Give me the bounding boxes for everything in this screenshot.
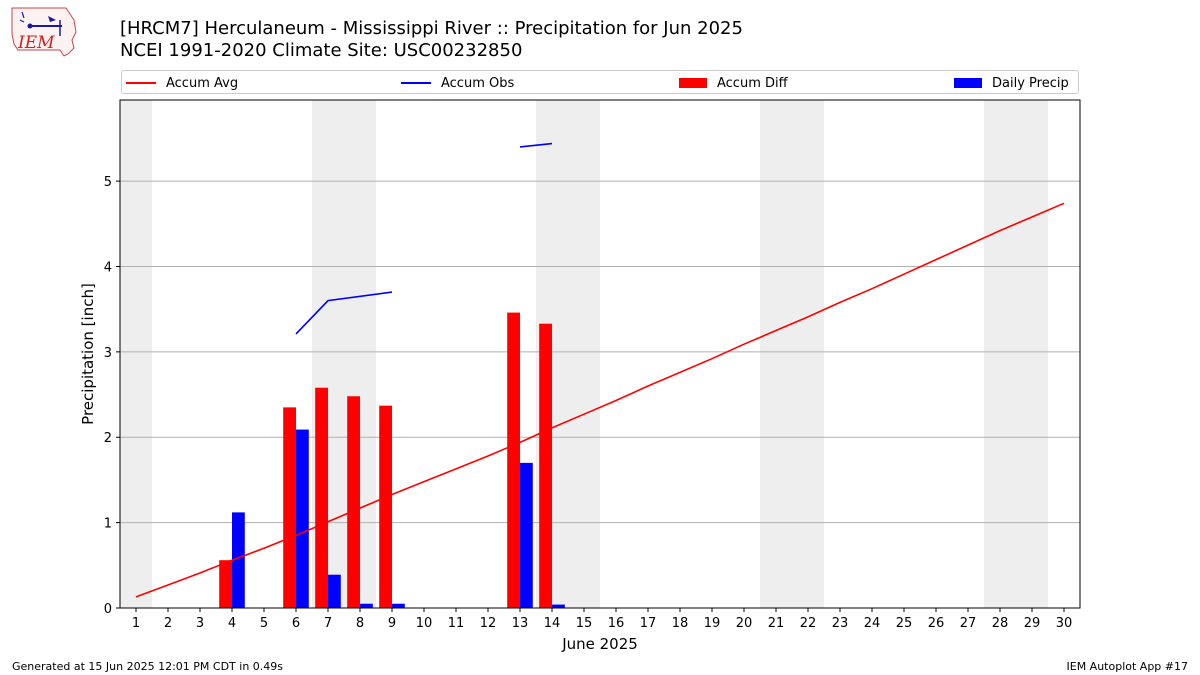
weekend-band [984, 100, 1048, 608]
title-line-2: NCEI 1991-2020 Climate Site: USC00232850 [120, 40, 523, 61]
x-tick-label: 15 [576, 616, 593, 631]
x-tick-label: 21 [768, 616, 785, 631]
x-tick-label: 11 [448, 616, 465, 631]
legend-swatch-accum-avg [126, 82, 156, 84]
x-tick-label: 24 [864, 616, 881, 631]
daily-precip-bar [392, 603, 405, 608]
legend: Accum Avg Accum Obs Accum Diff Daily Pre… [121, 70, 1079, 94]
y-tick-label: 4 [104, 260, 112, 275]
weekend-band [760, 100, 824, 608]
plot-frame [119, 99, 1081, 609]
x-tick-label: 10 [416, 616, 433, 631]
y-axis-label: Precipitation [inch] [79, 283, 97, 425]
x-tick-label: 13 [512, 616, 529, 631]
legend-item-daily-precip: Daily Precip [954, 75, 1069, 91]
x-tick-label: 22 [800, 616, 817, 631]
accum-diff-bar [347, 396, 360, 608]
x-tick-label: 19 [704, 616, 721, 631]
daily-precip-bar [232, 512, 245, 608]
x-tick-label: 9 [388, 616, 396, 631]
x-tick-label: 3 [196, 616, 204, 631]
legend-item-accum-obs: Accum Obs [401, 75, 514, 91]
x-tick-label: 1 [132, 616, 140, 631]
x-tick-label: 30 [1056, 616, 1073, 631]
x-tick-label: 26 [928, 616, 945, 631]
daily-precip-bar [296, 429, 309, 608]
x-tick-label: 5 [260, 616, 268, 631]
legend-item-accum-avg: Accum Avg [126, 75, 238, 91]
x-tick-label: 6 [292, 616, 300, 631]
legend-item-accum-diff: Accum Diff [679, 75, 788, 91]
legend-swatch-accum-diff [679, 78, 707, 88]
accum-diff-bar [379, 405, 392, 608]
legend-swatch-accum-obs [401, 82, 431, 84]
x-tick-label: 25 [896, 616, 913, 631]
legend-swatch-daily-precip [954, 78, 982, 88]
x-tick-label: 23 [832, 616, 849, 631]
x-tick-label: 20 [736, 616, 753, 631]
chart-title: [HRCM7] Herculaneum - Mississippi River … [120, 18, 743, 62]
daily-precip-bar [328, 574, 341, 608]
legend-label-accum-avg: Accum Avg [166, 75, 239, 91]
accum-diff-bar [315, 387, 328, 608]
iem-logo: IEM [11, 7, 77, 57]
x-tick-label: 8 [356, 616, 364, 631]
daily-precip-bar [360, 603, 373, 608]
y-tick-label: 2 [104, 431, 112, 446]
title-line-1: [HRCM7] Herculaneum - Mississippi River … [120, 18, 743, 39]
accum-obs-line [295, 291, 393, 335]
x-tick-label: 28 [992, 616, 1009, 631]
y-tick-label: 3 [104, 346, 112, 361]
x-tick-label: 7 [324, 616, 332, 631]
y-tick-label: 0 [104, 602, 112, 617]
daily-precip-bar [552, 604, 565, 608]
generated-timestamp: Generated at 15 Jun 2025 12:01 PM CDT in… [12, 660, 284, 673]
legend-label-accum-diff: Accum Diff [717, 75, 788, 91]
accum-diff-bar [219, 560, 232, 608]
x-tick-label: 18 [672, 616, 689, 631]
weekend-band [120, 100, 152, 608]
x-tick-label: 12 [480, 616, 497, 631]
x-tick-label: 29 [1024, 616, 1041, 631]
autoplot-app-label: IEM Autoplot App #17 [1066, 660, 1189, 673]
x-tick-label: 2 [164, 616, 172, 631]
accum-diff-bar [507, 312, 520, 608]
x-axis-label: June 2025 [561, 635, 638, 653]
x-tick-label: 27 [960, 616, 977, 631]
x-tick-label: 14 [544, 616, 561, 631]
accum-avg-line [135, 202, 1065, 598]
accum-diff-bar [283, 407, 296, 608]
daily-precip-bar [520, 462, 533, 608]
logo-text: IEM [17, 33, 55, 53]
legend-label-daily-precip: Daily Precip [992, 75, 1069, 91]
y-tick-label: 5 [104, 175, 112, 190]
x-tick-label: 17 [640, 616, 657, 631]
accum-obs-line [519, 142, 553, 148]
legend-label-accum-obs: Accum Obs [441, 75, 515, 91]
accum-diff-bar [539, 323, 552, 608]
x-tick-label: 16 [608, 616, 625, 631]
y-tick-label: 1 [104, 517, 112, 532]
x-tick-label: 4 [228, 616, 236, 631]
